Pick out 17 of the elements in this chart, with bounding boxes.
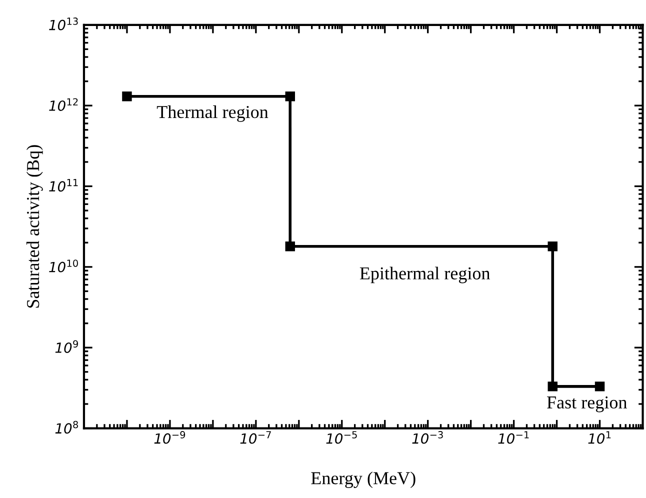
y-tick-label: 10$^{13}$ [49, 18, 78, 30]
y-tick-label: 10$^{8}$ [55, 420, 78, 434]
x-tick-label: 10$^{−7}$ [240, 431, 271, 444]
y-tick-label: 10$^{9}$ [55, 340, 78, 353]
x-tick-label: 10$^{1}$ [588, 431, 611, 444]
y-tick-label: 10$^{10}$ [49, 260, 78, 272]
y-axis-title: Saturated activity (Bq) [26, 145, 43, 308]
annotation: Epithermal region [360, 266, 490, 284]
x-tick-label: 10$^{−9}$ [154, 431, 186, 444]
x-tick-label: 10$^{−5}$ [326, 431, 357, 444]
x-tick-label: 10$^{−1}$ [498, 431, 529, 444]
y-tick-label: 10$^{11}$ [49, 179, 78, 192]
annotation: Thermal region [156, 105, 268, 122]
x-tick-label: 10$^{−3}$ [412, 431, 443, 444]
x-axis-title: Energy (MeV) [311, 472, 416, 488]
annotation: Fast region [547, 396, 627, 412]
y-tick-label: 10$^{12}$ [49, 98, 78, 111]
